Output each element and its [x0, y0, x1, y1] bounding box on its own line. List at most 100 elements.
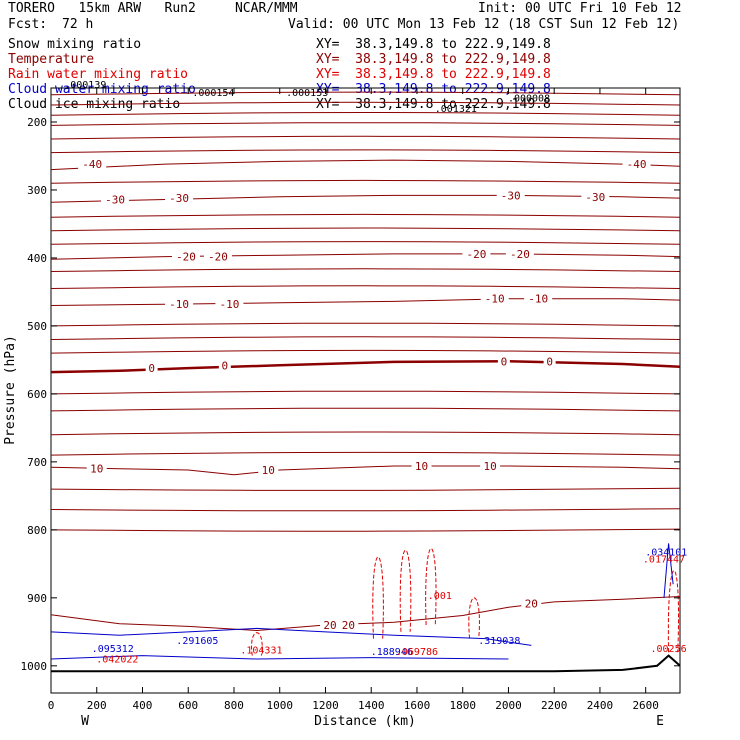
- value-annotation: .017447: [643, 554, 685, 565]
- field-xy-snow: XY= 38.3,149.8 to 222.9,149.8: [316, 37, 551, 52]
- value-annotation: .000154: [192, 88, 234, 99]
- west-label: W: [81, 714, 89, 729]
- field-xy-rain: XY= 38.3,149.8 to 222.9,149.8: [316, 67, 551, 82]
- cloud-water-contour: [50, 627, 532, 660]
- y-tick-label: 600: [27, 388, 47, 401]
- isotherm-label: 10: [484, 460, 497, 473]
- isotherm-20: [50, 596, 681, 632]
- isotherm-line: [50, 407, 681, 412]
- isotherm-label-bg: [101, 192, 130, 206]
- isotherm-label-bg: [480, 291, 509, 305]
- value-annotation: .095312: [92, 644, 134, 655]
- x-axis-label: Distance (km): [314, 714, 416, 729]
- y-tick-label: 900: [27, 592, 47, 605]
- y-tick-label: 400: [27, 252, 47, 265]
- isotherm-label: 0: [546, 355, 553, 368]
- isotherm-label-bg: [165, 297, 194, 311]
- isotherm-label: -10: [169, 298, 189, 311]
- isotherm-line: [50, 431, 681, 436]
- value-annotation: .069786: [396, 647, 438, 658]
- isotherm-label: 20: [342, 619, 355, 632]
- value-annotation: .00256: [651, 644, 687, 655]
- terrain: [51, 654, 681, 673]
- isotherm-label: -30: [169, 192, 189, 205]
- valid-time: Valid: 00 UTC Mon 13 Feb 12 (18 CST Sun …: [288, 17, 680, 32]
- isotherm-line: [50, 528, 681, 532]
- value-annotation: .291605: [176, 636, 218, 647]
- isotherm-label-bg: [497, 354, 510, 368]
- isotherm-line: [50, 322, 681, 327]
- isotherm-label-bg: [411, 458, 432, 472]
- isotherm-label: -30: [501, 189, 521, 202]
- isotherm-line: [50, 91, 681, 96]
- isotherm--40: [50, 159, 681, 171]
- isotherm-line: [50, 241, 681, 245]
- isotherm-label-bg: [218, 358, 231, 372]
- isotherm-label-bg: [480, 458, 501, 472]
- isotherm-label-bg: [171, 249, 200, 263]
- isotherm-label-bg: [496, 188, 525, 202]
- x-tick-label: 2200: [541, 699, 568, 712]
- isotherm-line: [50, 336, 681, 340]
- isotherm-label-bg: [165, 191, 194, 205]
- isotherm-line: [50, 268, 681, 272]
- surface-line: [51, 654, 681, 673]
- y-axis-label: Pressure (hPa): [3, 335, 18, 445]
- cloud-water-contour: [663, 543, 674, 598]
- temperature-contours: -40 -40 -30 -30 -30 -30 -20 -20 -20 -20 -10 -10 -10 -…: [50, 91, 681, 632]
- east-label: E: [656, 714, 664, 729]
- x-tick-label: 600: [178, 699, 198, 712]
- init-time: Init: 00 UTC Fri 10 Feb 12: [478, 1, 682, 16]
- y-tick-label: 300: [27, 184, 47, 197]
- x-tick-label: 2600: [632, 699, 659, 712]
- isotherm--20: [50, 253, 681, 260]
- isotherm-label: 10: [90, 463, 103, 476]
- isotherm-label-bg: [521, 596, 542, 610]
- isotherm-line: [50, 122, 681, 126]
- rain-contour: [372, 556, 384, 639]
- plot-frame: [50, 87, 681, 694]
- field-xy-cloud-ice: XY= 38.3,149.8 to 222.9,149.8: [316, 97, 551, 112]
- field-label-snow: Snow mixing ratio: [8, 37, 142, 52]
- rain-contour: [399, 549, 412, 632]
- isotherm-label: 0: [501, 355, 508, 368]
- value-annotation: .104331: [240, 646, 282, 657]
- value-annotation: .042022: [96, 654, 138, 665]
- isotherm-label: 20: [525, 597, 538, 610]
- rain-contour: [468, 597, 480, 639]
- isotherm-label-bg: [78, 157, 107, 171]
- isotherm-label: 20: [323, 619, 336, 632]
- isotherm-line: [50, 390, 681, 395]
- forecast-label: Fcst:: [8, 17, 48, 32]
- isotherm-label-bg: [203, 249, 232, 263]
- isotherm-line: [50, 101, 681, 106]
- isotherm-label: -30: [105, 193, 125, 206]
- isotherm-label: -20: [208, 251, 228, 264]
- isotherm-label: -40: [82, 158, 102, 171]
- isotherm-label-bg: [543, 354, 556, 368]
- isotherm-0: [50, 360, 681, 374]
- y-tick-label: 200: [27, 116, 47, 129]
- isotherm-label: -20: [176, 251, 196, 264]
- model-title: TORERO 15km ARW Run2 NCAR/MMM: [8, 1, 298, 16]
- rain-contour: [425, 548, 437, 626]
- x-tick-label: 400: [133, 699, 153, 712]
- y-tick-label: 800: [27, 524, 47, 537]
- x-tick-label: 200: [87, 699, 107, 712]
- isotherm-label-bg: [622, 157, 651, 171]
- x-tick-label: 1200: [312, 699, 339, 712]
- value-annotation: .001: [428, 591, 452, 602]
- x-tick-label: 1400: [358, 699, 385, 712]
- y-tick-label: 700: [27, 456, 47, 469]
- value-annotation: .319038: [478, 636, 520, 647]
- isotherm-label-bg: [320, 618, 341, 632]
- y-tick-label: 1000: [21, 660, 48, 673]
- isotherm-line: [50, 349, 681, 354]
- isotherm-line: [50, 149, 681, 154]
- x-tick-label: 800: [224, 699, 244, 712]
- isotherm-label-bg: [505, 246, 534, 260]
- isotherm-label: 0: [222, 359, 229, 372]
- isotherm-label-bg: [524, 291, 553, 305]
